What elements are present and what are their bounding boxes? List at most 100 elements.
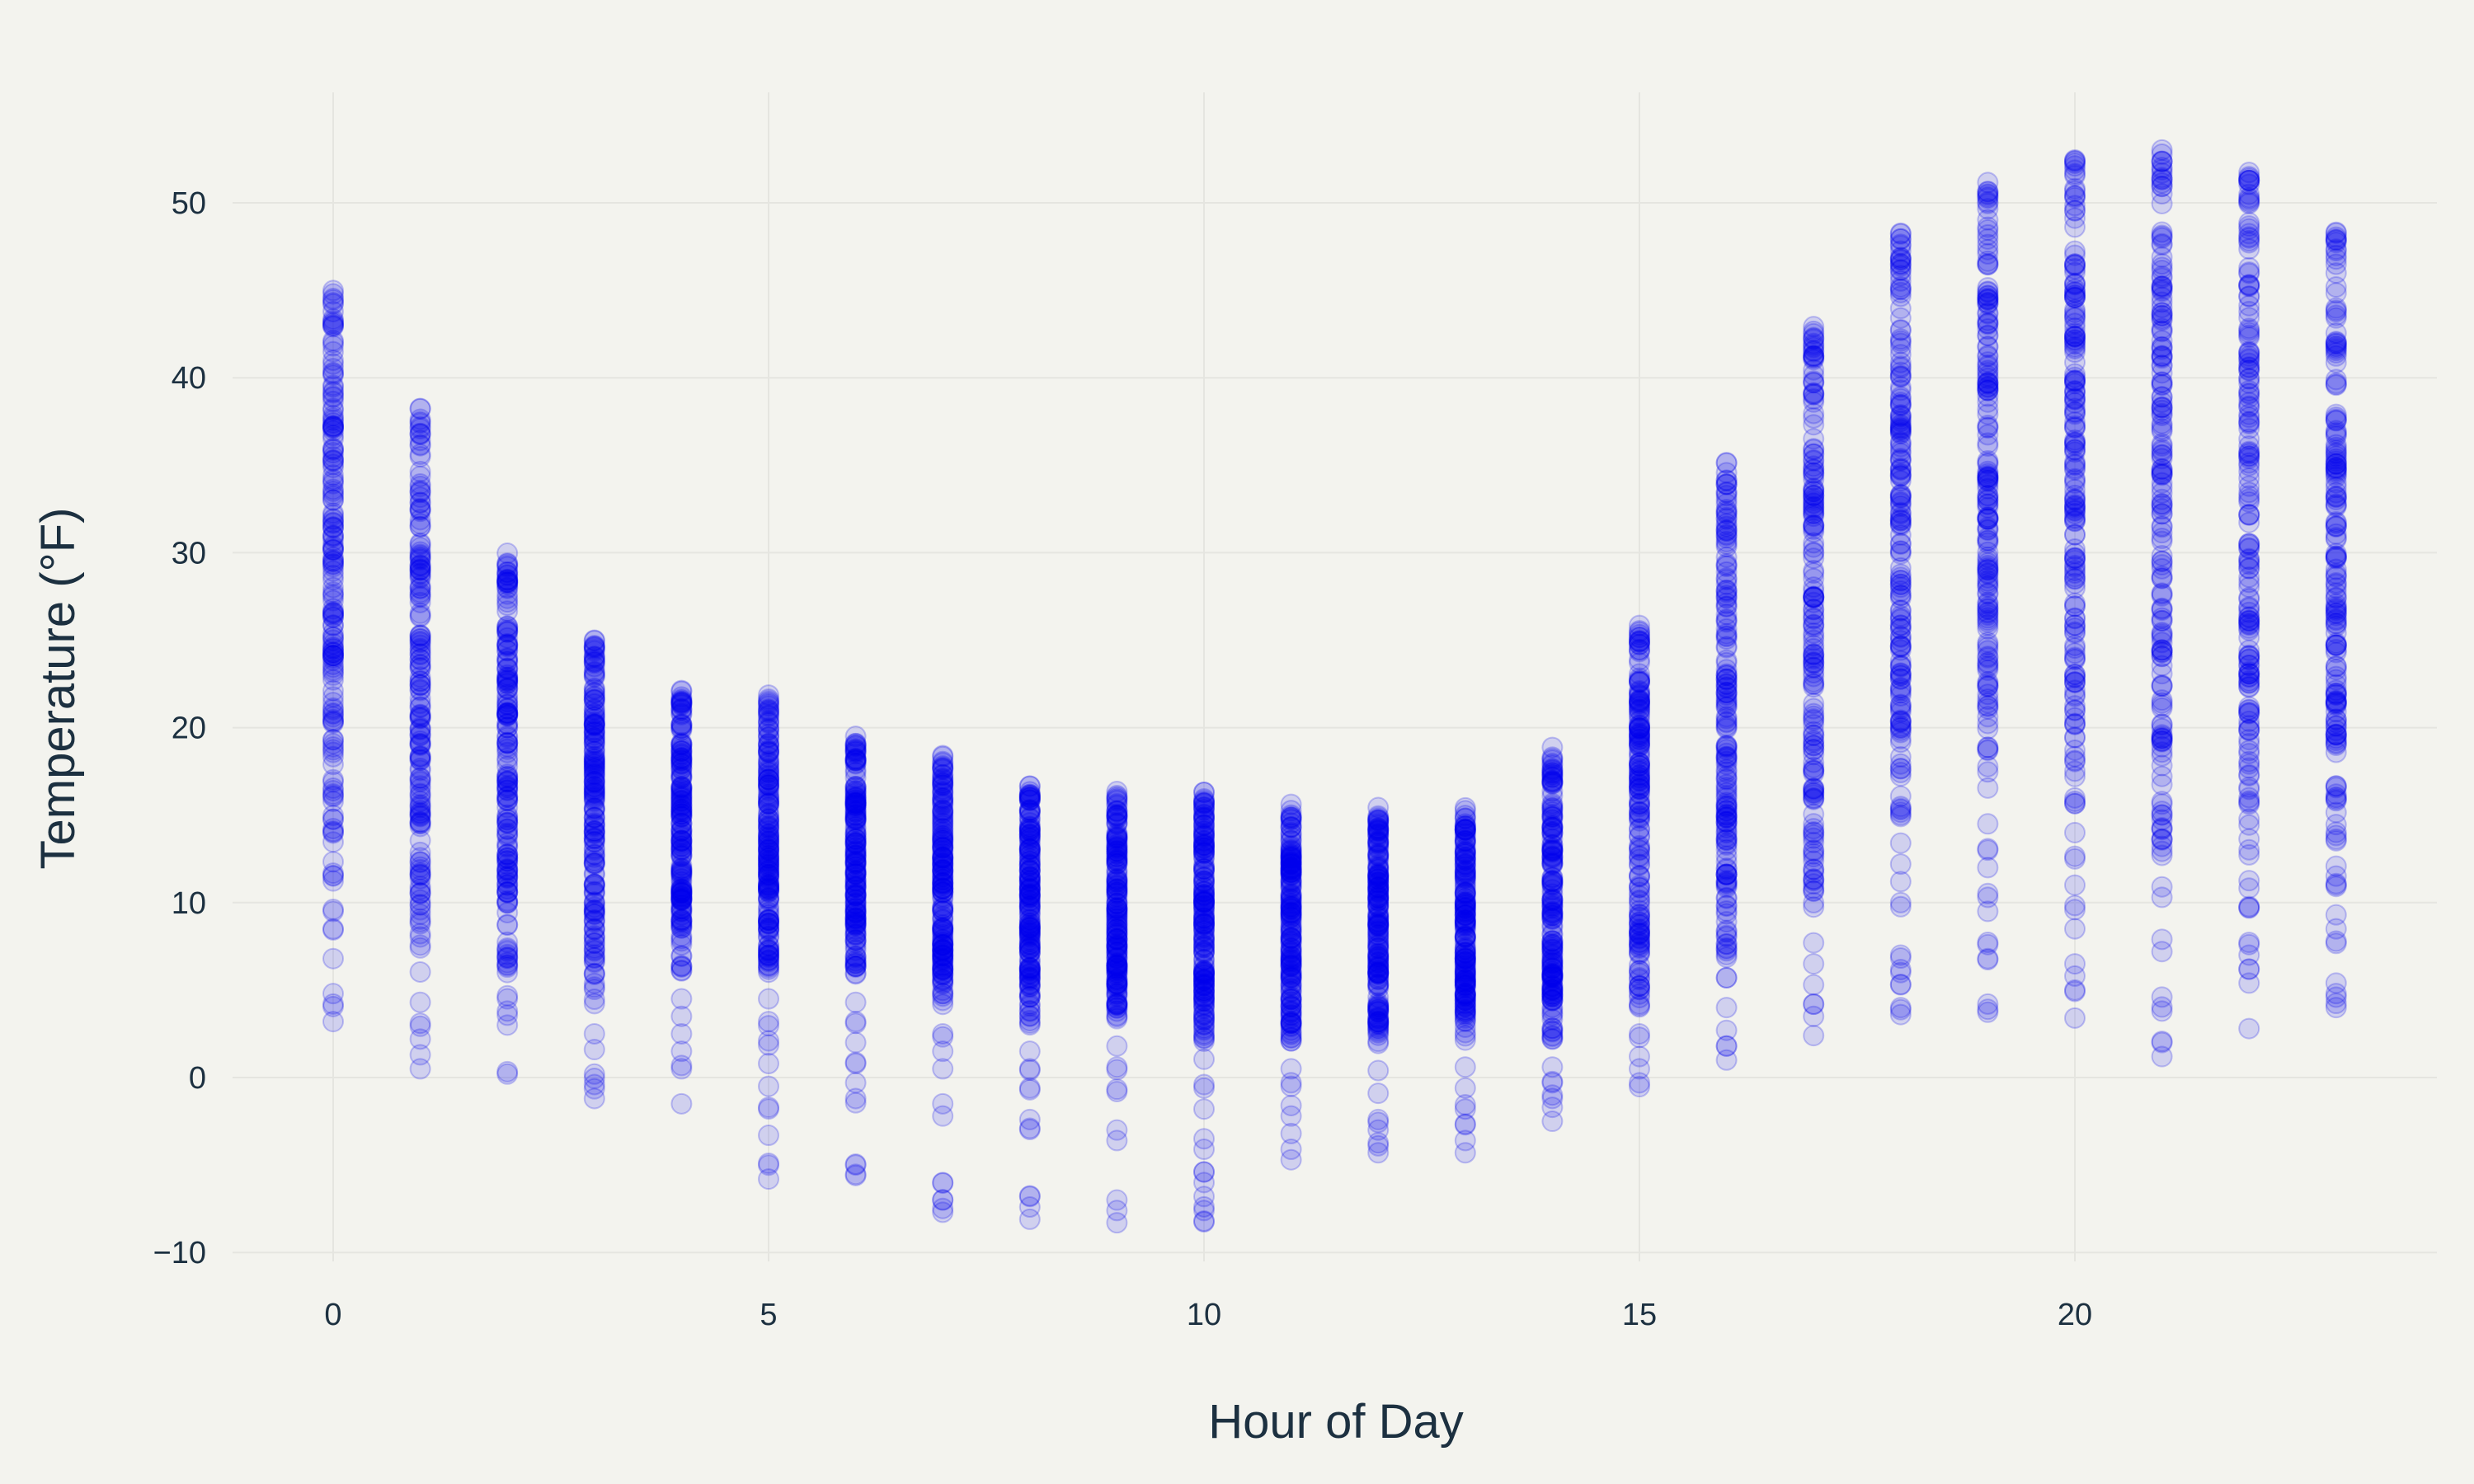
- data-point: [496, 673, 519, 695]
- data-point: [409, 548, 431, 571]
- data-point: [409, 775, 431, 797]
- data-point: [409, 705, 431, 727]
- data-point: [2238, 719, 2260, 741]
- data-point: [758, 692, 779, 714]
- data-point: [1367, 1032, 1390, 1054]
- data-point: [409, 625, 431, 647]
- data-point: [409, 903, 431, 925]
- data-point: [409, 734, 431, 756]
- x-tick-label: 0: [324, 1298, 341, 1332]
- data-point: [1193, 1048, 1215, 1070]
- data-point: [409, 811, 431, 834]
- data-point: [409, 559, 431, 581]
- data-point: [2151, 674, 2173, 696]
- data-point: [409, 876, 431, 898]
- data-point: [1977, 324, 1999, 346]
- data-point: [2238, 740, 2260, 762]
- data-point: [1541, 1021, 1564, 1043]
- data-point: [322, 483, 344, 505]
- data-point: [409, 716, 431, 739]
- data-point: [322, 548, 344, 571]
- data-point: [1803, 646, 1825, 669]
- data-point: [409, 863, 431, 885]
- data-point: [1193, 1128, 1215, 1150]
- data-point: [2325, 546, 2347, 568]
- data-point: [583, 927, 605, 949]
- data-point: [2151, 645, 2173, 667]
- data-point: [496, 914, 519, 937]
- data-point: [496, 627, 519, 649]
- data-point: [322, 669, 344, 691]
- data-point: [409, 473, 431, 495]
- data-point: [1106, 1189, 1128, 1211]
- data-point: [409, 805, 431, 828]
- data-point: [322, 293, 344, 315]
- data-point: [409, 811, 431, 834]
- data-point: [932, 846, 954, 868]
- data-point: [322, 636, 344, 658]
- data-point: [2151, 585, 2173, 607]
- data-point: [496, 693, 519, 716]
- data-point: [409, 486, 431, 509]
- data-point: [2151, 418, 2173, 440]
- data-point: [496, 632, 519, 655]
- data-point: [409, 630, 431, 652]
- data-point: [409, 497, 431, 519]
- data-point: [758, 955, 779, 977]
- data-point: [1889, 464, 1912, 486]
- data-point: [2064, 821, 2086, 843]
- data-point: [2238, 183, 2260, 205]
- data-point: [583, 873, 605, 895]
- data-point: [496, 569, 519, 591]
- data-point: [1889, 701, 1912, 723]
- data-point: [322, 698, 344, 721]
- data-point: [1541, 924, 1564, 946]
- data-point: [496, 786, 519, 808]
- data-point: [409, 882, 431, 904]
- data-point: [2238, 511, 2260, 533]
- data-point: [2238, 322, 2260, 344]
- data-point: [322, 472, 344, 495]
- data-point: [496, 725, 519, 747]
- data-point: [1280, 1094, 1302, 1116]
- data-point: [496, 951, 519, 974]
- data-point: [322, 808, 344, 830]
- data-point: [583, 640, 605, 662]
- data-point: [1803, 428, 1825, 450]
- data-point: [322, 900, 344, 923]
- data-point: [322, 330, 344, 352]
- data-point: [496, 812, 519, 834]
- data-point: [322, 706, 344, 728]
- data-point: [409, 749, 431, 772]
- data-point: [1018, 1040, 1041, 1063]
- data-point: [322, 865, 344, 887]
- data-point: [322, 556, 344, 578]
- data-point: [1803, 585, 1825, 608]
- data-point: [409, 559, 431, 581]
- data-point: [670, 1092, 693, 1115]
- data-point: [496, 716, 519, 739]
- data-point: [1629, 698, 1650, 721]
- data-point: [758, 792, 779, 815]
- data-point: [322, 702, 344, 724]
- y-tick-label: −10: [153, 1236, 206, 1270]
- data-point: [496, 881, 519, 904]
- data-point: [496, 650, 519, 673]
- data-point: [322, 453, 344, 476]
- data-point: [2325, 345, 2347, 367]
- data-point: [1715, 473, 1738, 495]
- data-point: [409, 696, 431, 718]
- data-point: [1803, 562, 1825, 585]
- data-point: [2325, 369, 2347, 391]
- data-point: [2238, 256, 2260, 279]
- data-point: [322, 516, 344, 538]
- data-point: [496, 946, 519, 968]
- data-point: [496, 789, 519, 811]
- data-point: [409, 604, 431, 627]
- data-point: [496, 750, 519, 773]
- data-point: [496, 755, 519, 777]
- data-point: [758, 1125, 779, 1147]
- data-point: [322, 641, 344, 664]
- data-point: [496, 732, 519, 754]
- data-point: [844, 1011, 867, 1033]
